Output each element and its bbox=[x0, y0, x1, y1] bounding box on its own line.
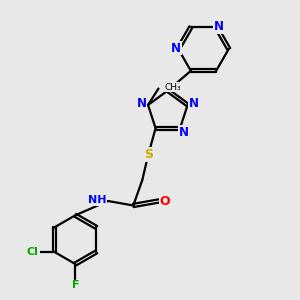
Text: N: N bbox=[136, 97, 146, 110]
Text: N: N bbox=[214, 20, 224, 33]
Text: CH₃: CH₃ bbox=[165, 82, 181, 91]
Text: F: F bbox=[72, 280, 79, 290]
Text: O: O bbox=[160, 194, 170, 208]
Text: S: S bbox=[144, 148, 153, 161]
Text: NH: NH bbox=[88, 195, 106, 205]
Text: N: N bbox=[171, 42, 181, 55]
Text: N: N bbox=[189, 97, 199, 110]
Text: N: N bbox=[178, 126, 189, 139]
Text: Cl: Cl bbox=[27, 247, 39, 257]
